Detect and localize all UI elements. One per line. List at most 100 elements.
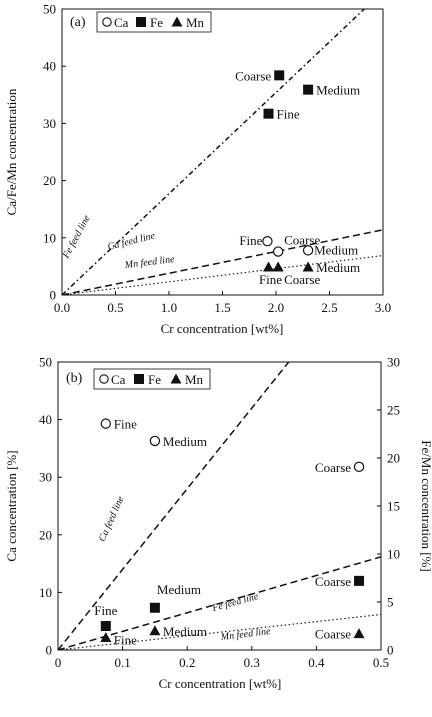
panel-b-mn-feed-line-label: Mn feed line: [219, 626, 271, 643]
panel-b-ca-point-fine-label: Fine: [114, 417, 137, 432]
panel-a-mn-point-coarse: [272, 261, 284, 272]
panel-a-fe-point-fine: [263, 108, 274, 119]
panel-a-y-tick-label: 20: [43, 173, 56, 188]
panel-a-mn-point-fine: [263, 261, 275, 272]
panel-a-x-tick-label: 3.0: [375, 300, 391, 315]
panel-b-y-right-tick-label: 5: [387, 595, 394, 610]
panel-a-ca-point-medium: [302, 245, 314, 256]
panel-b-fe-feed-line: [58, 556, 381, 650]
panel-a-ca-point-coarse: [272, 246, 284, 257]
panel-a-feed-labels: Fe feed line Ca feed line Mn feed line: [60, 213, 175, 271]
panel-a-y-ticks: 0 10 20 30 40 50: [43, 2, 66, 303]
panel-b-y-ticks-right: 0 5 10 15 20 25 30: [377, 355, 400, 658]
panel-b-mn-point-fine-label: Fine: [114, 633, 137, 648]
panel-a-mn-point-medium: [302, 261, 314, 272]
panel-b-y-tick-label: 20: [39, 527, 52, 542]
panel-b-y-right-tick-label: 30: [387, 355, 400, 370]
panel-a-ca-point-fine-label: Fine: [239, 233, 262, 248]
panel-b-x-tick-label: 0.1: [114, 655, 130, 670]
panel-a-feed-lines: [62, 9, 383, 295]
panel-a-ca-point-fine: [262, 236, 273, 247]
panel-b-fe-point-medium: [149, 602, 160, 613]
panel-a-mn-point-medium-label: Medium: [316, 260, 360, 275]
panel-b-ca-point-coarse: [353, 461, 365, 473]
panel-b-y-right-tick-label: 25: [387, 403, 400, 418]
panel-b-y-right-tick-label: 20: [387, 451, 400, 466]
panel-b-y-tick-label: 50: [39, 355, 52, 370]
panel-b-x-tick-label: 0.5: [373, 655, 389, 670]
panel-b-fe-point-coarse-label: Coarse: [315, 574, 351, 589]
panel-a-x-tick-label: 2.5: [321, 300, 337, 315]
panel-a-y-axis-title: Ca/Fe/Mn concentration: [4, 88, 19, 215]
panel-a-legend-mn-marker: [171, 16, 183, 27]
panel-b-fe-point-fine-label: Fine: [94, 603, 117, 618]
panel-b-legend-fe-label: Fe: [148, 372, 161, 387]
panel-b-fe-point-coarse: [354, 575, 365, 586]
panel-a-legend-fe-label: Fe: [150, 15, 163, 30]
panel-b-x-axis-title: Cr concentration [wt%]: [159, 676, 282, 691]
panel-b-ca-feed-line-label: Ca feed line: [97, 494, 127, 543]
panel-b-ca-point-medium: [149, 435, 161, 447]
panel-b-y-tick-label: 0: [46, 643, 53, 658]
panel-b-mn-point-coarse: [353, 628, 365, 639]
panel-b-feed-lines: [58, 362, 381, 650]
panel-a-ca-point-coarse-label: Coarse: [284, 233, 320, 248]
panel-b-y-tick-label: 40: [39, 412, 52, 427]
panel-a-y-tick-label: 30: [43, 116, 56, 131]
panel-b-y-right-tick-label: 10: [387, 547, 400, 562]
panel-b-x-tick-label: 0: [55, 655, 62, 670]
panel-a-mn-point-fine-label: Fine: [259, 272, 282, 287]
panel-a-mn-feed-line-label: Mn feed line: [123, 254, 175, 271]
panel-a-legend: Ca Fe Mn: [96, 11, 212, 33]
panel-a-mn-point-coarse-label: Coarse: [284, 272, 320, 287]
panel-a-y-tick-label: 10: [43, 230, 56, 245]
panel-b-x-tick-label: 0.2: [179, 655, 195, 670]
panel-a-fe-point-coarse-label: Coarse: [235, 68, 271, 83]
panel-a-fe-feed-line: [62, 9, 366, 295]
panel-a-ca-feed-line-label: Ca feed line: [107, 230, 157, 252]
panel-a-fe-point-fine-label: Fine: [277, 107, 300, 122]
panel-b-ca-point-fine: [100, 418, 112, 429]
panel-b-ca-feed-line: [58, 362, 290, 650]
panel-a-y-tick-label: 0: [50, 288, 57, 303]
panel-a-fe-point-coarse: [274, 70, 285, 81]
panel-b-y-right-tick-label: 15: [387, 499, 400, 514]
panel-b-y-axis-title: Ca concentration [%]: [4, 450, 19, 561]
panel-a-x-tick-label: 1.0: [161, 300, 177, 315]
panel-a-points: [262, 70, 314, 272]
panel-b-legend-mn-marker: [170, 373, 182, 384]
panel-a-legend-ca-marker: [102, 17, 112, 27]
panel-b-label: (b): [66, 371, 83, 386]
panel-b-x-tick-label: 0.3: [244, 655, 260, 670]
panel-a-fe-point-medium-label: Medium: [316, 83, 360, 98]
panel-b-y-tick-label: 30: [39, 470, 52, 485]
panel-b-mn-point-fine: [100, 632, 112, 643]
panel-b-points: [100, 418, 365, 643]
panel-b-ca-point-coarse-label: Coarse: [315, 460, 351, 475]
panel-b-legend-fe-marker: [134, 374, 144, 384]
panel-b-ca-point-medium-label: Medium: [163, 434, 207, 449]
panel-b-fe-point-fine: [100, 621, 111, 631]
panel-a-legend-fe-marker: [136, 17, 146, 27]
panel-b-legend-mn-label: Mn: [185, 372, 204, 387]
panel-a-x-ticks: 0.0 0.5 1.0 1.5 2.0 2.5 3.0: [54, 291, 391, 315]
panel-a-legend-box: [96, 11, 212, 33]
panel-a-x-tick-label: 1.5: [214, 300, 230, 315]
panel-b-legend-box: [93, 368, 211, 390]
panel-b-fe-point-medium-label: Medium: [157, 582, 201, 597]
panel-a-fe-point-medium: [303, 84, 314, 95]
panel-a-legend-mn-label: Mn: [186, 15, 205, 30]
panel-a-y-tick-label: 40: [43, 59, 56, 74]
panel-b-y-right-tick-label: 0: [387, 643, 394, 658]
panel-b-y-ticks: 0 10 20 30 40 50: [39, 355, 62, 658]
panel-b-mn-point-coarse-label: Coarse: [315, 627, 351, 642]
panel-b-x-tick-label: 0.4: [308, 655, 325, 670]
panel-b-legend: Ca Fe Mn: [93, 368, 211, 390]
panel-a-x-tick-label: 2.0: [268, 300, 284, 315]
panel-b: 0 0.1 0.2 0.3 0.4 0.5 0 10 20 30 40 50 0 5 10 15 20 25 3…: [4, 355, 432, 692]
panel-b-legend-ca-label: Ca: [111, 372, 126, 387]
panel-a-ca-point-medium-label: Medium: [314, 242, 358, 257]
panel-a-x-axis-title: Cr concentration [wt%]: [161, 321, 284, 336]
panel-a-fe-feed-line-label: Fe feed line: [60, 213, 93, 261]
